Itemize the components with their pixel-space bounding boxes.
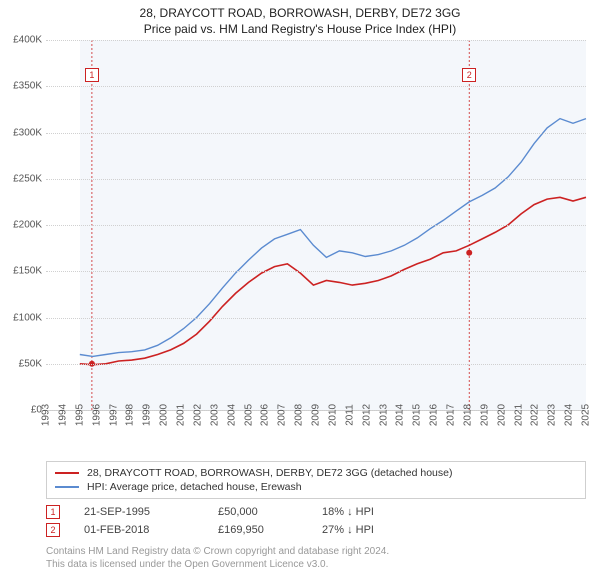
- series-property-line: [80, 197, 586, 364]
- transaction-pct: 27% ↓ HPI: [322, 524, 422, 536]
- series-hpi-line: [80, 119, 586, 357]
- x-tick-label: 2019: [479, 404, 490, 426]
- y-tick-label: £0: [0, 405, 42, 416]
- x-tick-label: 2008: [294, 404, 305, 426]
- x-tick-label: 2005: [243, 404, 254, 426]
- y-tick-label: £150K: [0, 266, 42, 277]
- x-tick-label: 2013: [378, 404, 389, 426]
- x-tick-label: 1999: [142, 404, 153, 426]
- transaction-row: 2 01-FEB-2018 £169,950 27% ↓ HPI: [46, 521, 586, 539]
- x-tick-label: 2012: [361, 404, 372, 426]
- gridline-h: [46, 40, 586, 41]
- x-tick-label: 2025: [581, 404, 592, 426]
- legend-label: 28, DRAYCOTT ROAD, BORROWASH, DERBY, DE7…: [87, 467, 453, 479]
- legend: 28, DRAYCOTT ROAD, BORROWASH, DERBY, DE7…: [46, 461, 586, 499]
- x-tick-label: 2014: [395, 404, 406, 426]
- x-tick-label: 2022: [530, 404, 541, 426]
- y-tick-label: £100K: [0, 312, 42, 323]
- x-tick-label: 1996: [91, 404, 102, 426]
- x-tick-label: 1993: [41, 404, 52, 426]
- x-tick-label: 2017: [446, 404, 457, 426]
- legend-item: HPI: Average price, detached house, Erew…: [55, 480, 577, 494]
- chart-subtitle: Price paid vs. HM Land Registry's House …: [0, 20, 600, 40]
- chart-plot-area: £0£50K£100K£150K£200K£250K£300K£350K£400…: [46, 40, 586, 411]
- x-tick-label: 2016: [429, 404, 440, 426]
- transaction-date: 01-FEB-2018: [84, 524, 194, 536]
- x-tick-label: 2007: [277, 404, 288, 426]
- gridline-h: [46, 364, 586, 365]
- transaction-price: £169,950: [218, 524, 298, 536]
- legend-label: HPI: Average price, detached house, Erew…: [87, 481, 302, 493]
- x-tick-label: 2001: [176, 404, 187, 426]
- gridline-h: [46, 271, 586, 272]
- transaction-row: 1 21-SEP-1995 £50,000 18% ↓ HPI: [46, 503, 586, 521]
- transaction-date: 21-SEP-1995: [84, 506, 194, 518]
- y-tick-label: £50K: [0, 358, 42, 369]
- transaction-pct: 18% ↓ HPI: [322, 506, 422, 518]
- gridline-h: [46, 133, 586, 134]
- x-tick-label: 2010: [327, 404, 338, 426]
- marker-label-box: 1: [85, 68, 99, 82]
- x-tick-label: 2002: [192, 404, 203, 426]
- transaction-marker: 2: [46, 523, 60, 537]
- x-tick-label: 2018: [462, 404, 473, 426]
- footer-attribution: Contains HM Land Registry data © Crown c…: [46, 545, 586, 571]
- x-tick-label: 2000: [159, 404, 170, 426]
- legend-swatch: [55, 486, 79, 488]
- marker-dot: [466, 250, 472, 256]
- footer-line-1: Contains HM Land Registry data © Crown c…: [46, 545, 586, 558]
- gridline-h: [46, 86, 586, 87]
- transaction-table: 1 21-SEP-1995 £50,000 18% ↓ HPI 2 01-FEB-2018…: [46, 503, 586, 539]
- legend-swatch: [55, 472, 79, 474]
- x-tick-label: 2006: [260, 404, 271, 426]
- x-tick-label: 2004: [226, 404, 237, 426]
- marker-label-box: 2: [462, 68, 476, 82]
- transaction-price: £50,000: [218, 506, 298, 518]
- x-tick-label: 2021: [513, 404, 524, 426]
- x-tick-label: 1997: [108, 404, 119, 426]
- legend-item: 28, DRAYCOTT ROAD, BORROWASH, DERBY, DE7…: [55, 466, 577, 480]
- transaction-marker: 1: [46, 505, 60, 519]
- y-tick-label: £300K: [0, 127, 42, 138]
- x-tick-label: 1998: [125, 404, 136, 426]
- x-tick-label: 2003: [209, 404, 220, 426]
- y-tick-label: £200K: [0, 220, 42, 231]
- x-tick-label: 2024: [564, 404, 575, 426]
- x-tick-label: 1995: [74, 404, 85, 426]
- x-axis-labels: 1993199419951996199719981999200020012002…: [46, 411, 586, 455]
- y-tick-label: £350K: [0, 81, 42, 92]
- x-tick-label: 1994: [57, 404, 68, 426]
- x-tick-label: 2009: [311, 404, 322, 426]
- x-tick-label: 2023: [547, 404, 558, 426]
- gridline-h: [46, 318, 586, 319]
- x-tick-label: 2011: [344, 404, 355, 426]
- x-tick-label: 2020: [496, 404, 507, 426]
- y-tick-label: £250K: [0, 173, 42, 184]
- gridline-h: [46, 225, 586, 226]
- y-tick-label: £400K: [0, 35, 42, 46]
- gridline-h: [46, 179, 586, 180]
- chart-title: 28, DRAYCOTT ROAD, BORROWASH, DERBY, DE7…: [0, 0, 600, 20]
- x-tick-label: 2015: [412, 404, 423, 426]
